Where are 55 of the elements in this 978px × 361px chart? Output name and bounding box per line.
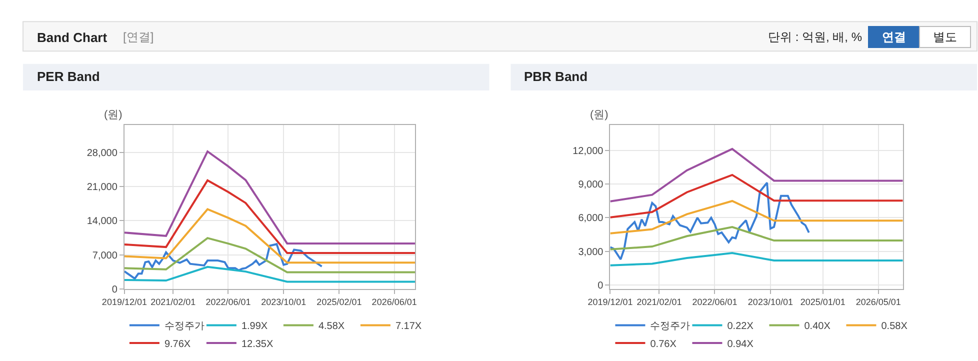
text: [연결] <box>123 30 154 44</box>
x-tick-label: 2019/12/01 <box>102 296 147 307</box>
y-axis-title: (원) <box>104 109 122 121</box>
y-tick-label: 28,000 <box>86 148 118 159</box>
line-series <box>124 266 416 283</box>
y-tick-label: 12,000 <box>572 146 604 158</box>
line-series <box>124 150 416 244</box>
x-tick-label: 2023/10/01 <box>748 296 793 307</box>
x-tick-label: 2026/06/01 <box>372 296 417 307</box>
legend-label: 0.22X <box>727 321 754 332</box>
legend-label: 12.35X <box>241 338 274 350</box>
text: 단위 : 억원, 배, % <box>768 30 862 44</box>
legend-label: 수정주가 <box>650 321 690 332</box>
line-series <box>124 237 416 274</box>
y-tick-label: 6,000 <box>578 213 604 224</box>
y-tick-label: 9,000 <box>578 180 604 191</box>
x-tick-label: 2019/12/01 <box>588 296 633 307</box>
legend-label: 7.17X <box>395 321 422 332</box>
y-tick-label: 3,000 <box>578 246 604 258</box>
legend-label: 0.94X <box>727 338 754 350</box>
legend-label: 0.40X <box>804 321 831 332</box>
line-series <box>124 179 416 254</box>
legend-label: 9.76X <box>164 338 191 350</box>
line-series <box>610 252 903 266</box>
text: 별도 <box>933 30 957 44</box>
text: Band Chart <box>37 30 108 45</box>
y-tick-label: 7,000 <box>92 250 118 262</box>
line-series <box>610 200 903 234</box>
line-series <box>124 208 416 264</box>
chart-title: PER Band <box>37 69 100 84</box>
x-tick-label: 2025/02/01 <box>316 296 362 307</box>
y-tick-label: 0 <box>598 280 604 292</box>
x-tick-label: 2026/05/01 <box>856 296 901 307</box>
x-tick-label: 2022/06/01 <box>692 296 738 307</box>
legend-label: 1.99X <box>241 321 268 332</box>
text: 연결 <box>882 30 906 44</box>
y-tick-label: 0 <box>112 284 118 296</box>
y-tick-label: 21,000 <box>86 182 118 193</box>
legend-label: 0.58X <box>881 321 908 332</box>
line-series <box>610 174 903 218</box>
legend-label: 수정주가 <box>164 321 204 332</box>
x-tick-label: 2022/06/01 <box>206 296 251 307</box>
x-tick-label: 2023/10/01 <box>261 296 306 307</box>
x-tick-label: 2021/02/01 <box>150 296 196 307</box>
line-series <box>610 182 810 260</box>
x-tick-label: 2025/01/01 <box>800 296 846 307</box>
chart-title: PBR Band <box>524 69 588 84</box>
line-series <box>610 226 903 250</box>
line-series <box>124 243 323 280</box>
legend-label: 4.58X <box>318 321 345 332</box>
y-axis-title: (원) <box>590 109 608 121</box>
line-series <box>610 148 903 202</box>
x-tick-label: 2021/02/01 <box>636 296 682 307</box>
legend-label: 0.76X <box>650 338 677 350</box>
y-tick-label: 14,000 <box>86 216 118 228</box>
